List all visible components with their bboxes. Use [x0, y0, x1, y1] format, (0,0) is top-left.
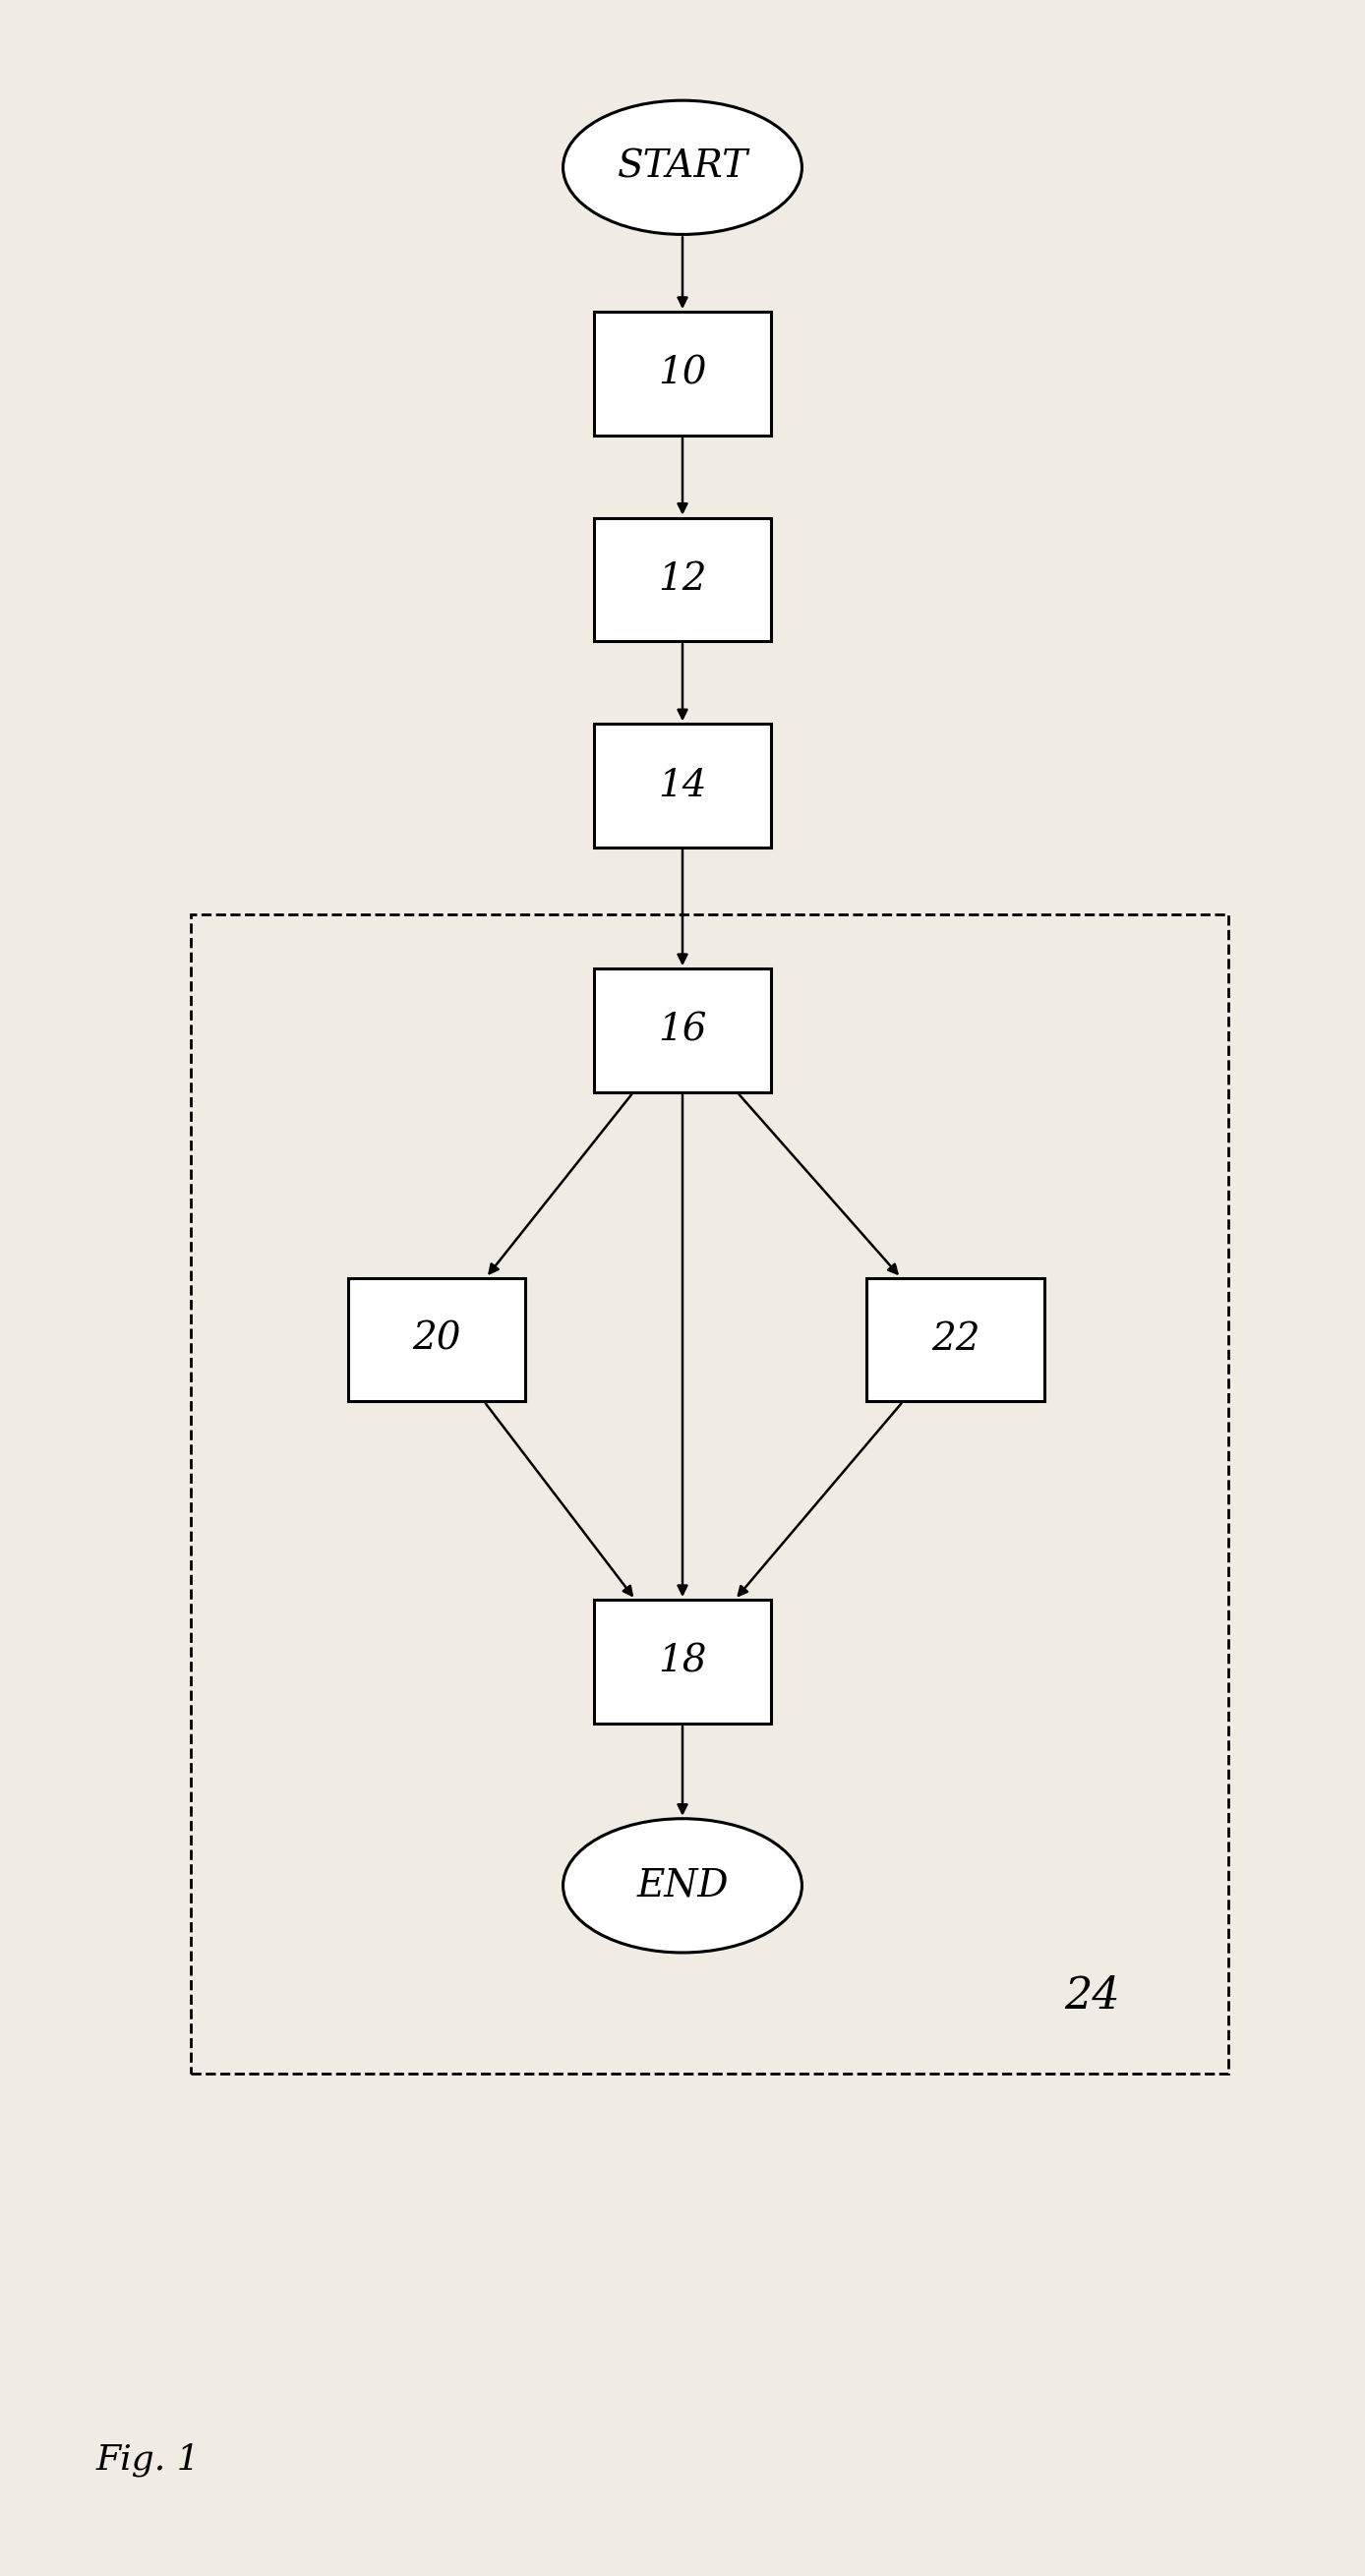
FancyBboxPatch shape — [594, 1600, 771, 1723]
Text: Fig. 1: Fig. 1 — [96, 2442, 199, 2478]
FancyBboxPatch shape — [594, 969, 771, 1092]
Text: 16: 16 — [658, 1012, 707, 1048]
Text: START: START — [617, 149, 748, 185]
FancyBboxPatch shape — [594, 724, 771, 848]
Text: 20: 20 — [412, 1321, 461, 1358]
Text: 18: 18 — [658, 1643, 707, 1680]
Text: 14: 14 — [658, 768, 707, 804]
Text: 22: 22 — [931, 1321, 980, 1358]
FancyBboxPatch shape — [594, 312, 771, 435]
FancyBboxPatch shape — [867, 1278, 1044, 1401]
Text: 10: 10 — [658, 355, 707, 392]
Ellipse shape — [562, 1819, 803, 1953]
Ellipse shape — [562, 100, 803, 234]
Text: 12: 12 — [658, 562, 707, 598]
Text: 24: 24 — [1065, 1976, 1119, 2017]
FancyBboxPatch shape — [348, 1278, 526, 1401]
FancyBboxPatch shape — [594, 518, 771, 641]
Text: END: END — [636, 1868, 729, 1904]
